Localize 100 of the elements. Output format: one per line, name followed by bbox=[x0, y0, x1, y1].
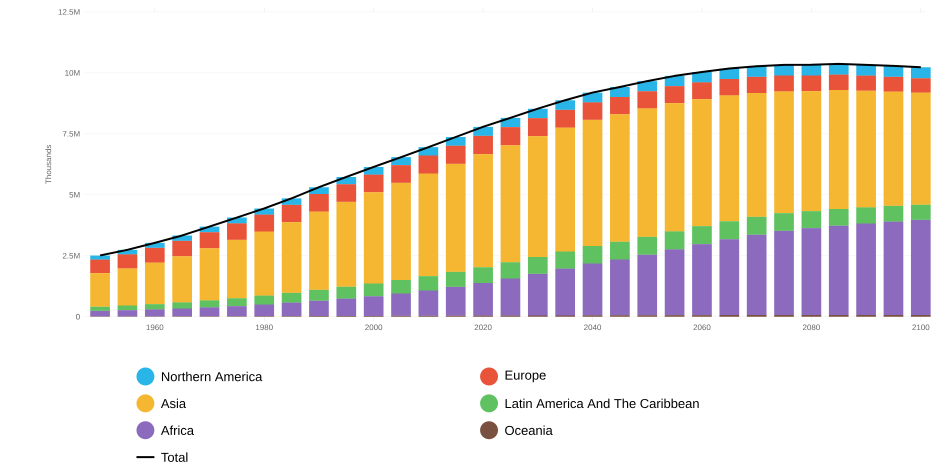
bar bbox=[746, 92, 767, 217]
bar bbox=[500, 127, 520, 146]
bar bbox=[528, 118, 548, 136]
bar bbox=[884, 66, 904, 77]
bar bbox=[418, 155, 438, 174]
bar bbox=[309, 212, 329, 290]
bar bbox=[555, 268, 576, 316]
bar bbox=[910, 220, 931, 315]
bar bbox=[692, 244, 712, 316]
bar bbox=[528, 274, 548, 316]
bar bbox=[500, 145, 520, 262]
bar bbox=[90, 306, 110, 311]
bar bbox=[172, 240, 192, 256]
bar bbox=[884, 206, 904, 222]
bar bbox=[172, 256, 192, 302]
bar bbox=[473, 154, 493, 268]
bar bbox=[719, 78, 740, 96]
bar bbox=[719, 95, 740, 222]
bar bbox=[774, 213, 794, 231]
bar bbox=[746, 216, 767, 235]
bar bbox=[446, 272, 466, 287]
bar bbox=[664, 103, 684, 232]
bar bbox=[254, 304, 274, 316]
bar bbox=[664, 231, 684, 250]
bar bbox=[884, 222, 904, 315]
legend-label: Latin America And The Caribbean bbox=[506, 398, 699, 408]
bar bbox=[309, 194, 329, 212]
bar bbox=[555, 110, 576, 128]
bar bbox=[200, 300, 220, 308]
bar bbox=[719, 221, 740, 240]
bar bbox=[391, 182, 411, 280]
bar bbox=[200, 232, 220, 248]
bar bbox=[90, 273, 110, 307]
bar bbox=[528, 136, 548, 258]
bar bbox=[802, 75, 822, 92]
bar bbox=[254, 232, 274, 296]
bar bbox=[364, 174, 384, 192]
bar bbox=[227, 306, 247, 316]
bar bbox=[418, 173, 438, 276]
bar bbox=[910, 92, 931, 205]
bar bbox=[637, 254, 658, 316]
bar bbox=[309, 300, 329, 316]
legend-label: Oceania bbox=[505, 425, 553, 435]
bar bbox=[418, 276, 438, 290]
bar bbox=[446, 286, 466, 316]
bar bbox=[828, 90, 849, 209]
bar bbox=[910, 67, 931, 78]
bar bbox=[227, 298, 247, 306]
bar bbox=[828, 208, 849, 226]
bar bbox=[910, 204, 931, 220]
bar bbox=[610, 242, 630, 260]
bar bbox=[473, 136, 493, 154]
bar bbox=[610, 259, 630, 316]
bar bbox=[418, 290, 438, 316]
bar bbox=[336, 286, 356, 299]
bar bbox=[774, 76, 794, 92]
bar bbox=[473, 267, 493, 283]
bar bbox=[500, 262, 520, 278]
bar bbox=[692, 72, 712, 82]
bar bbox=[582, 102, 602, 120]
bar bbox=[692, 226, 712, 244]
bar bbox=[528, 257, 548, 274]
legend-label: Northern America bbox=[162, 372, 262, 382]
bar bbox=[90, 310, 110, 316]
bar bbox=[500, 278, 520, 316]
bar bbox=[118, 310, 138, 316]
bar bbox=[828, 74, 849, 90]
bar bbox=[118, 254, 138, 268]
bar bbox=[856, 207, 876, 224]
bar bbox=[90, 260, 110, 274]
legend-label: Total bbox=[161, 452, 188, 462]
line-series bbox=[99, 62, 922, 256]
bar bbox=[555, 128, 576, 252]
bar bbox=[719, 239, 740, 316]
bar bbox=[391, 280, 411, 294]
bar bbox=[582, 120, 602, 246]
bar bbox=[856, 90, 876, 208]
legend-label: Africa bbox=[160, 425, 194, 435]
bar bbox=[802, 211, 822, 228]
bar bbox=[90, 255, 110, 260]
bar bbox=[172, 308, 192, 316]
bar bbox=[200, 248, 220, 300]
bar bbox=[884, 76, 904, 92]
bar bbox=[227, 223, 247, 240]
bar bbox=[200, 307, 220, 316]
bar bbox=[802, 91, 822, 212]
bar bbox=[610, 96, 630, 114]
bar bbox=[172, 302, 192, 308]
bar bbox=[144, 304, 165, 310]
bar bbox=[391, 294, 411, 316]
bar bbox=[856, 76, 876, 91]
bar bbox=[391, 165, 411, 183]
bar bbox=[118, 305, 138, 310]
bar bbox=[144, 248, 165, 263]
bar bbox=[856, 224, 876, 315]
bar bbox=[254, 214, 274, 232]
bar bbox=[910, 78, 931, 93]
bar bbox=[282, 302, 302, 316]
bar bbox=[144, 309, 165, 316]
bar bbox=[774, 230, 794, 315]
